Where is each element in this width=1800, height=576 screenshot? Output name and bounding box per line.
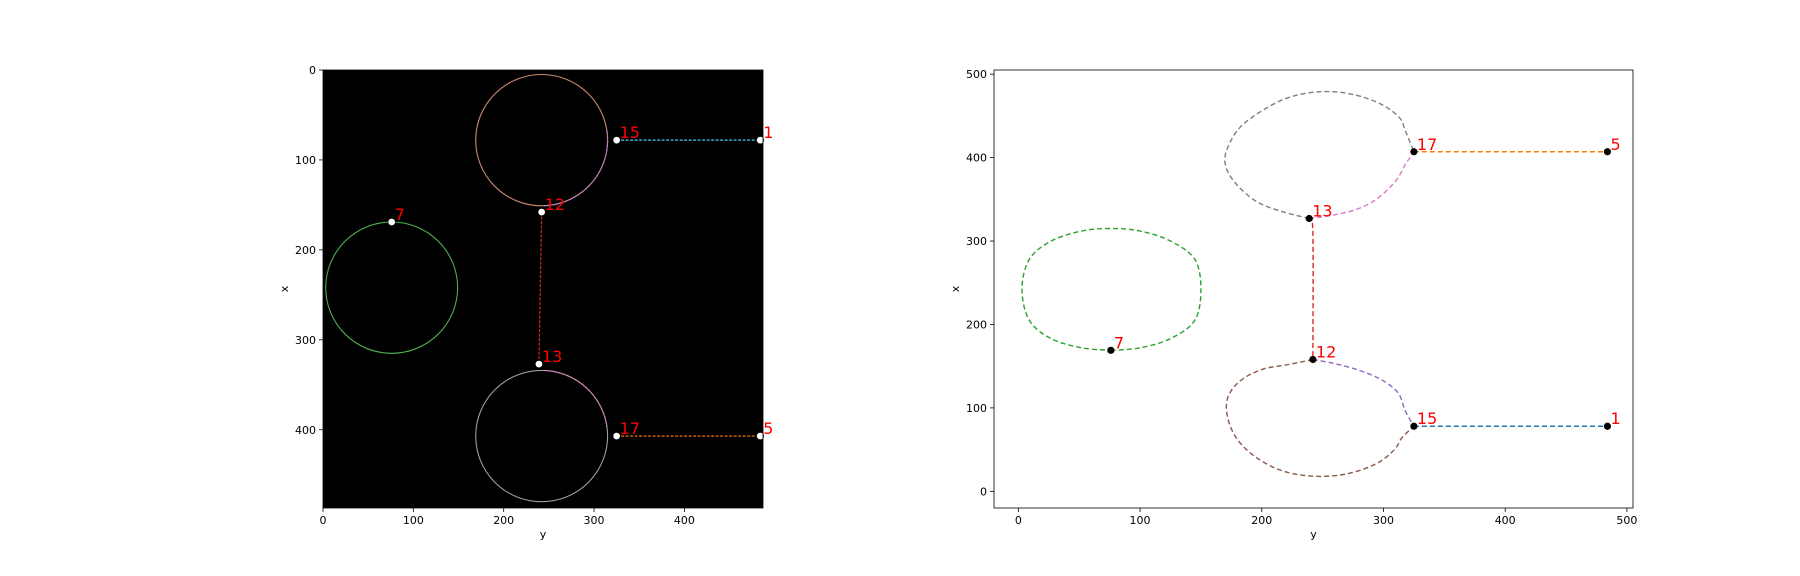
right-node-label-12: 12 (1316, 342, 1336, 361)
right-ytick-label-200: 200 (966, 318, 987, 331)
left-ytick-label-0: 0 (309, 64, 316, 77)
right-ytick-label-0: 0 (980, 485, 987, 498)
right-node-label-5: 5 (1610, 135, 1620, 154)
left-arc-0 (543, 130, 609, 207)
right-node-label-17: 17 (1417, 135, 1437, 154)
right-axes-frame (993, 69, 1634, 509)
left-arc-1 (543, 369, 608, 428)
left-ytick-label-100: 100 (295, 154, 316, 167)
right-xtick-label-500: 500 (1616, 514, 1637, 527)
right-series-line-2 (1309, 151, 1415, 220)
left-axes-frame (322, 69, 764, 509)
left-node-label-5: 5 (763, 419, 773, 438)
right-node-12 (1309, 355, 1317, 364)
right-series-line-0 (1021, 227, 1202, 352)
left-node-13 (535, 360, 543, 368)
right-node-7 (1107, 346, 1115, 354)
right-series-line-5 (1312, 358, 1415, 427)
left-edge-1 (538, 212, 543, 365)
right-xtick-label-200: 200 (1251, 514, 1272, 527)
left-ytick-label-200: 200 (295, 244, 316, 257)
left-node-label-1: 1 (763, 123, 773, 142)
left-ytick-label-300: 300 (295, 334, 316, 347)
left-node-1 (756, 136, 765, 145)
right-ytick-label-300: 300 (966, 235, 987, 248)
left-xtick-label-100: 100 (403, 514, 424, 527)
right-series-line-6 (1225, 358, 1415, 478)
right-node-1 (1603, 422, 1612, 430)
left-circle-2 (475, 369, 609, 503)
right-node-17 (1410, 148, 1418, 156)
right-node-label-15: 15 (1417, 409, 1437, 428)
left-node-label-15: 15 (620, 123, 640, 142)
right-xtick-label-400: 400 (1495, 514, 1516, 527)
right-xtick-label-300: 300 (1373, 514, 1394, 527)
left-node-17 (612, 432, 621, 440)
left-xtick-label-400: 400 (674, 514, 695, 527)
right-ytick-label-500: 500 (966, 68, 987, 81)
left-node-label-7: 7 (395, 205, 405, 224)
right-ytick-label-100: 100 (966, 402, 987, 415)
right-node-15 (1410, 422, 1418, 430)
right-xtick-label-100: 100 (1130, 514, 1151, 527)
left-xtick-label-0: 0 (320, 514, 327, 527)
right-series-line-1 (1224, 90, 1415, 220)
right-x-axis-label: y (1310, 528, 1317, 541)
right-y-axis-label: x (949, 285, 962, 292)
left-node-label-17: 17 (620, 419, 640, 438)
right-xtick-label-0: 0 (1015, 514, 1022, 527)
left-node-7 (387, 218, 396, 226)
right-ytick-label-400: 400 (966, 152, 987, 165)
left-xtick-label-200: 200 (493, 514, 514, 527)
left-node-5 (756, 432, 765, 440)
right-node-label-7: 7 (1114, 333, 1124, 352)
left-xtick-label-300: 300 (584, 514, 605, 527)
left-node-12 (537, 208, 546, 216)
left-x-axis-label: y (540, 528, 547, 541)
left-node-15 (612, 136, 621, 145)
right-node-5 (1603, 148, 1612, 156)
right-node-label-13: 13 (1312, 202, 1332, 221)
left-node-label-13: 13 (542, 347, 562, 366)
left-node-label-12: 12 (545, 195, 565, 214)
right-node-13 (1305, 214, 1313, 223)
right-graph-plot: 17 5 13 7 12 15 1 0 100 200 300 400 500 0 100 200 300 400… (949, 68, 1637, 541)
left-ytick-label-400: 400 (295, 424, 316, 437)
left-y-axis-label: x (278, 285, 291, 292)
left-image-plot: 15 1 12 7 13 17 5 0 100 200 300 400 0 100 200 300 400 y x (278, 64, 773, 541)
plot-area (323, 70, 763, 508)
right-node-label-1: 1 (1610, 409, 1620, 428)
